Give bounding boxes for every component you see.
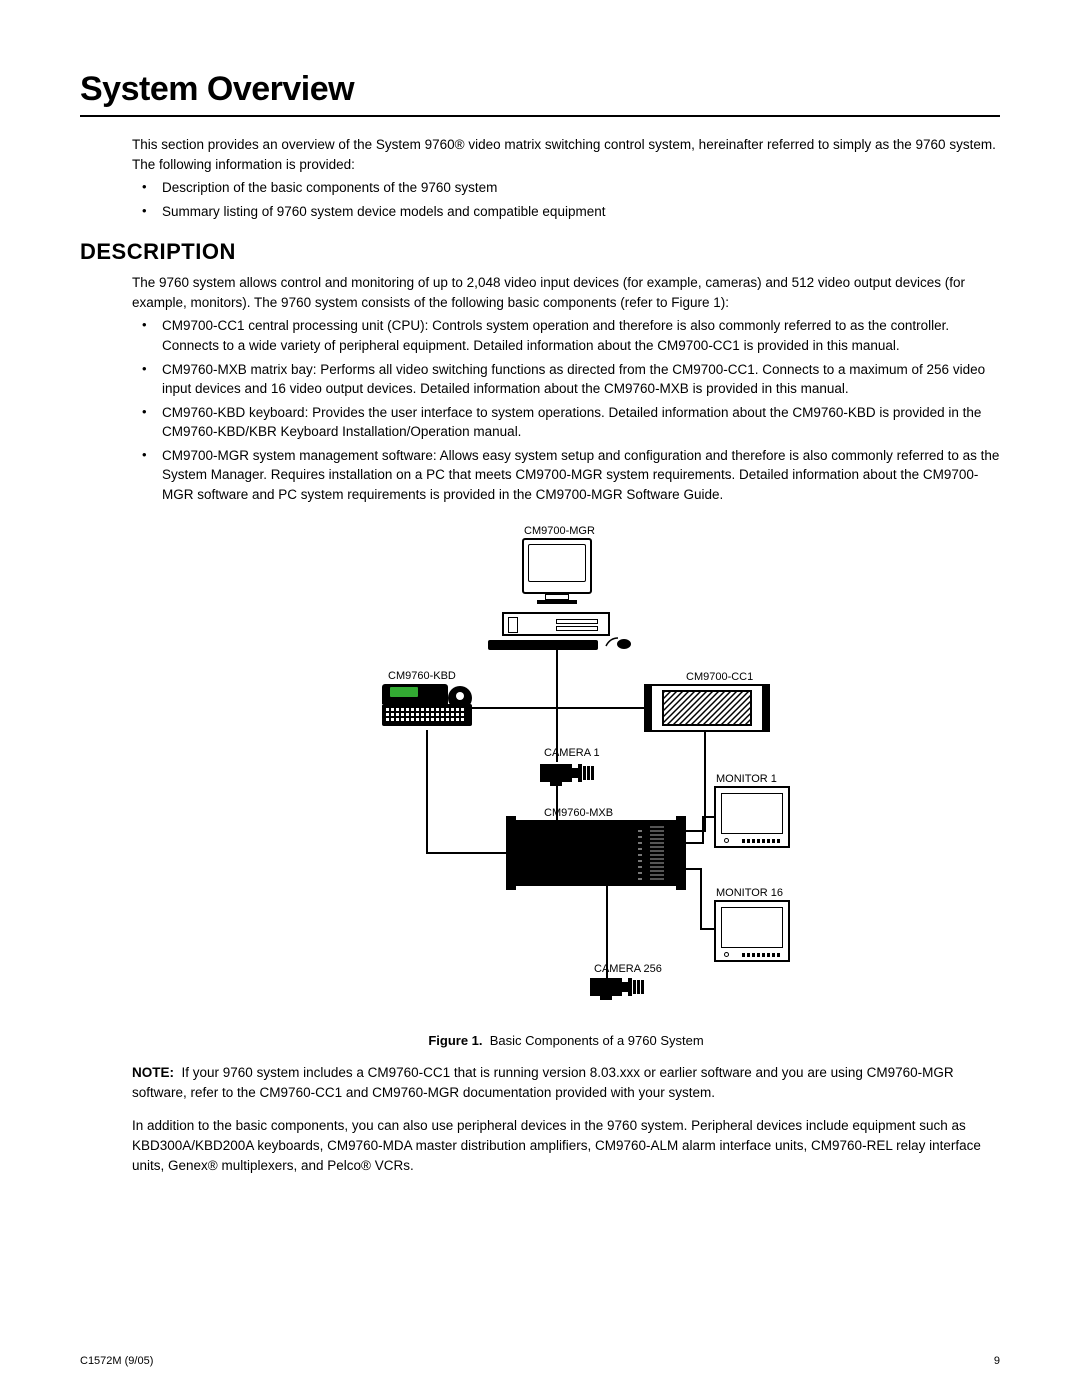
camera-1-icon	[540, 762, 594, 786]
intro-block: This section provides an overview of the…	[132, 135, 1000, 221]
note-text: If your 9760 system includes a CM9760-CC…	[132, 1065, 954, 1100]
mgr-pc-icon	[502, 612, 610, 636]
mxb-bay-icon	[506, 820, 686, 886]
description-bullet-list: CM9700-CC1 central processing unit (CPU)…	[132, 316, 1000, 504]
mgr-mouse-icon	[604, 632, 634, 652]
figure-label: Figure 1.	[428, 1033, 482, 1048]
list-item: Summary listing of 9760 system device mo…	[132, 202, 1000, 222]
figure-1: CM9700-MGR CM9760-KBD CM9700-CC1 CAMERA …	[286, 524, 846, 1051]
label-cam1: CAMERA 1	[544, 746, 600, 762]
figure-caption-text: Basic Components of a 9760 System	[490, 1033, 704, 1048]
list-item: CM9760-KBD keyboard: Provides the user i…	[132, 403, 1000, 442]
kbd-controller-icon	[382, 684, 472, 730]
intro-paragraph: This section provides an overview of the…	[132, 135, 1000, 174]
figure-caption: Figure 1. Basic Components of a 9760 Sys…	[286, 1032, 846, 1051]
mgr-keyboard-icon	[488, 640, 598, 650]
page-footer: C1572M (9/05) 9	[80, 1355, 1000, 1367]
system-diagram: CM9700-MGR CM9760-KBD CM9700-CC1 CAMERA …	[286, 524, 846, 1024]
mgr-monitor-icon	[522, 538, 592, 594]
monitor-1-icon	[714, 786, 790, 848]
monitor-16-icon	[714, 900, 790, 962]
closing-paragraph: In addition to the basic components, you…	[132, 1116, 1000, 1175]
description-paragraph: The 9760 system allows control and monit…	[132, 273, 1000, 312]
list-item: CM9700-CC1 central processing unit (CPU)…	[132, 316, 1000, 355]
section-heading-description: DESCRIPTION	[80, 239, 1000, 265]
footer-page-number: 9	[994, 1355, 1000, 1367]
note-paragraph: NOTE: If your 9760 system includes a CM9…	[132, 1063, 1000, 1102]
note-label: NOTE:	[132, 1065, 174, 1080]
label-kbd: CM9760-KBD	[388, 669, 456, 685]
footer-doc-id: C1572M (9/05)	[80, 1355, 153, 1367]
cc1-rack-icon	[644, 684, 770, 732]
camera-256-icon	[590, 976, 644, 1000]
list-item: Description of the basic components of t…	[132, 178, 1000, 198]
list-item: CM9700-MGR system management software: A…	[132, 446, 1000, 505]
page-title: System Overview	[80, 70, 1000, 117]
description-block: The 9760 system allows control and monit…	[132, 273, 1000, 1175]
intro-bullet-list: Description of the basic components of t…	[132, 178, 1000, 221]
list-item: CM9760-MXB matrix bay: Performs all vide…	[132, 360, 1000, 399]
